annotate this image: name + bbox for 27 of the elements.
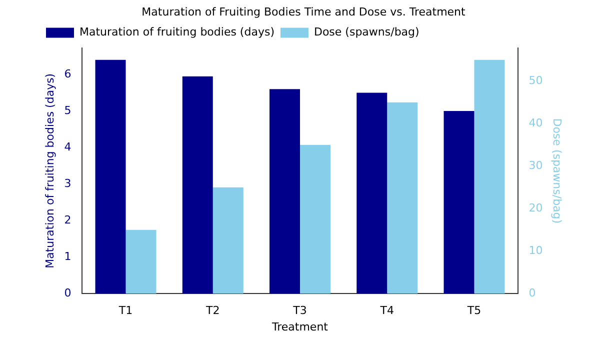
x-tick-label: T1 [118, 304, 133, 318]
y2-axis-title: Dose (spawns/bag) [550, 118, 564, 224]
y2-tick-label: 40 [528, 116, 543, 130]
legend-label: Maturation of fruiting bodies (days) [80, 26, 274, 39]
bar [126, 230, 156, 294]
y-tick-label: 3 [64, 176, 72, 190]
y-tick-label: 5 [64, 104, 72, 117]
x-tick-label: T5 [466, 304, 482, 318]
bar [182, 76, 213, 294]
legend-label: Dose (spawns/bag) [314, 26, 420, 39]
bar [95, 60, 126, 294]
y2-tick-label: 30 [528, 158, 543, 172]
y-axis-title: Maturation of fruiting bodies (days) [43, 73, 56, 268]
y-tick-label: 0 [64, 286, 72, 300]
y2-tick-label: 10 [528, 244, 543, 257]
y2-tick-label: 20 [528, 201, 543, 214]
y2-tick-label: 0 [528, 286, 536, 300]
x-tick-label: T2 [205, 304, 220, 318]
y-tick-label: 2 [64, 213, 72, 226]
chart-title: Maturation of Fruiting Bodies Time and Dose vs. Treatment [142, 5, 466, 18]
x-tick-label: T4 [379, 304, 394, 318]
x-axis-title: Treatment [271, 320, 329, 334]
y-tick-label: 1 [64, 250, 72, 263]
x-tick-label: T3 [292, 304, 307, 318]
y2-tick-label: 50 [528, 74, 543, 87]
y-tick-label: 6 [64, 67, 72, 80]
y-tick-label: 4 [64, 140, 72, 154]
